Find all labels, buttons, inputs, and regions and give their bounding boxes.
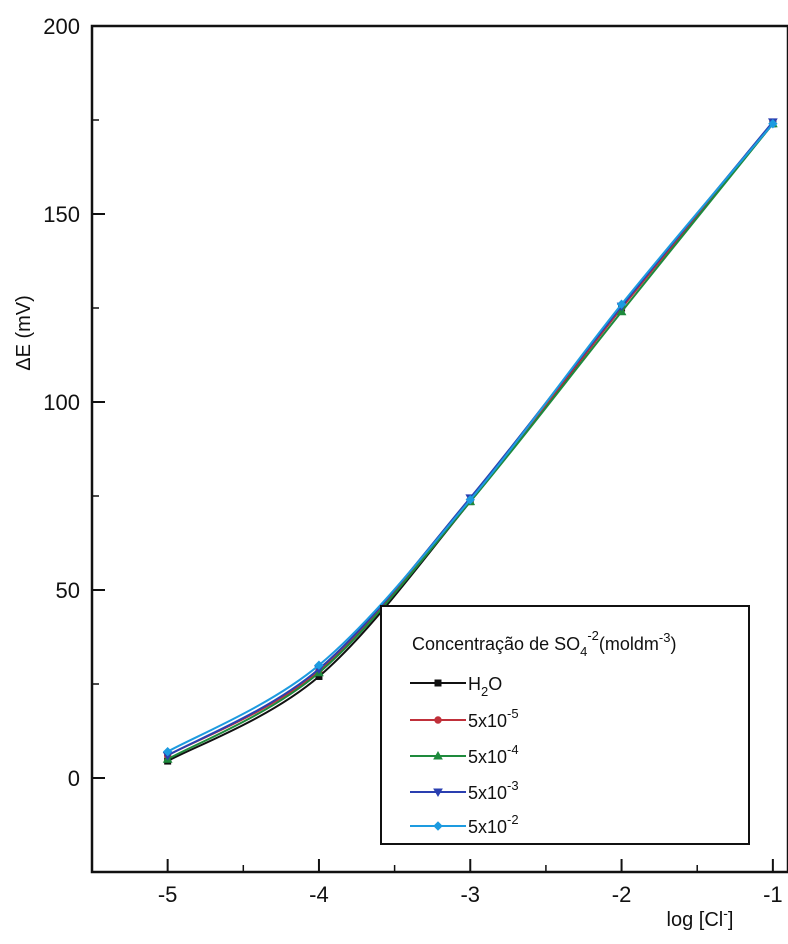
x-axis-label-tail: ] bbox=[728, 909, 734, 931]
legend-label-sup: -3 bbox=[507, 778, 519, 793]
data-point bbox=[616, 299, 627, 309]
legend-label-sup: -2 bbox=[507, 812, 519, 827]
legend-label: 5x10-5 bbox=[468, 706, 519, 731]
plot-frame bbox=[90, 24, 788, 874]
x-tick-label: -3 bbox=[460, 882, 480, 907]
legend-label-sup: -5 bbox=[507, 706, 519, 721]
data-point bbox=[162, 746, 173, 757]
legend-label-tail: O bbox=[488, 674, 502, 694]
legend-swatch-marker bbox=[433, 821, 443, 831]
legend-title-pre: Concentração de SO bbox=[412, 634, 580, 654]
y-tick-label: 100 bbox=[43, 390, 80, 415]
x-axis-label-sup: - bbox=[723, 905, 728, 921]
data-point bbox=[465, 495, 475, 505]
legend-entry: 5x10-4 bbox=[410, 742, 519, 767]
legend-swatch-marker bbox=[433, 788, 443, 798]
legend-label-base: 5x10 bbox=[468, 783, 507, 803]
series-5 bbox=[162, 119, 778, 757]
legend-swatch-marker bbox=[433, 750, 443, 760]
y-tick-label: 200 bbox=[43, 14, 80, 39]
y-axis-label: ΔE (mV) bbox=[13, 295, 35, 371]
legend-entry: H2O bbox=[410, 674, 502, 699]
legend-label: 5x10-3 bbox=[468, 778, 519, 803]
data-point bbox=[314, 660, 324, 670]
x-axis-label-base: log [Cl bbox=[667, 909, 724, 931]
legend-label-base: 5x10 bbox=[468, 747, 507, 767]
y-tick-label: 150 bbox=[43, 202, 80, 227]
legend-entry: 5x10-3 bbox=[410, 778, 519, 803]
legend-swatch-marker bbox=[434, 679, 442, 687]
x-axis-label: log [Cl-] bbox=[667, 905, 734, 931]
legend-swatch-marker bbox=[434, 716, 442, 724]
data-point bbox=[768, 119, 778, 129]
legend-label-sub: 2 bbox=[481, 684, 488, 699]
legend-entry: 5x10-5 bbox=[410, 706, 519, 731]
legend-label: H2O bbox=[468, 674, 502, 699]
legend-label-base: H bbox=[468, 674, 481, 694]
legend-title-sup2: -3 bbox=[659, 630, 671, 645]
x-tick-label: -4 bbox=[309, 882, 329, 907]
legend-label-sup: -4 bbox=[507, 742, 519, 757]
x-tick-label: -2 bbox=[612, 882, 632, 907]
legend-label-base: 5x10 bbox=[468, 817, 507, 837]
legend-label: 5x10-2 bbox=[468, 812, 519, 837]
legend-entry: 5x10-2 bbox=[410, 812, 519, 837]
legend: Concentração de SO4-2(moldm-3) H2O5x10-5… bbox=[380, 605, 750, 845]
legend-label: 5x10-4 bbox=[468, 742, 519, 767]
legend-title-post: ) bbox=[670, 634, 676, 654]
y-tick-label: 0 bbox=[68, 766, 80, 791]
legend-title: Concentração de SO4-2(moldm-3) bbox=[412, 628, 676, 659]
legend-title-mid: (moldm bbox=[599, 634, 659, 654]
x-tick-label: -1 bbox=[763, 882, 783, 907]
data-point bbox=[616, 306, 627, 316]
legend-box bbox=[380, 605, 750, 845]
legend-label-base: 5x10 bbox=[468, 711, 507, 731]
legend-title-sub: 4 bbox=[580, 644, 587, 659]
x-tick-label: -5 bbox=[158, 882, 178, 907]
y-tick-label: 50 bbox=[56, 578, 80, 603]
legend-title-sup: -2 bbox=[587, 628, 599, 643]
